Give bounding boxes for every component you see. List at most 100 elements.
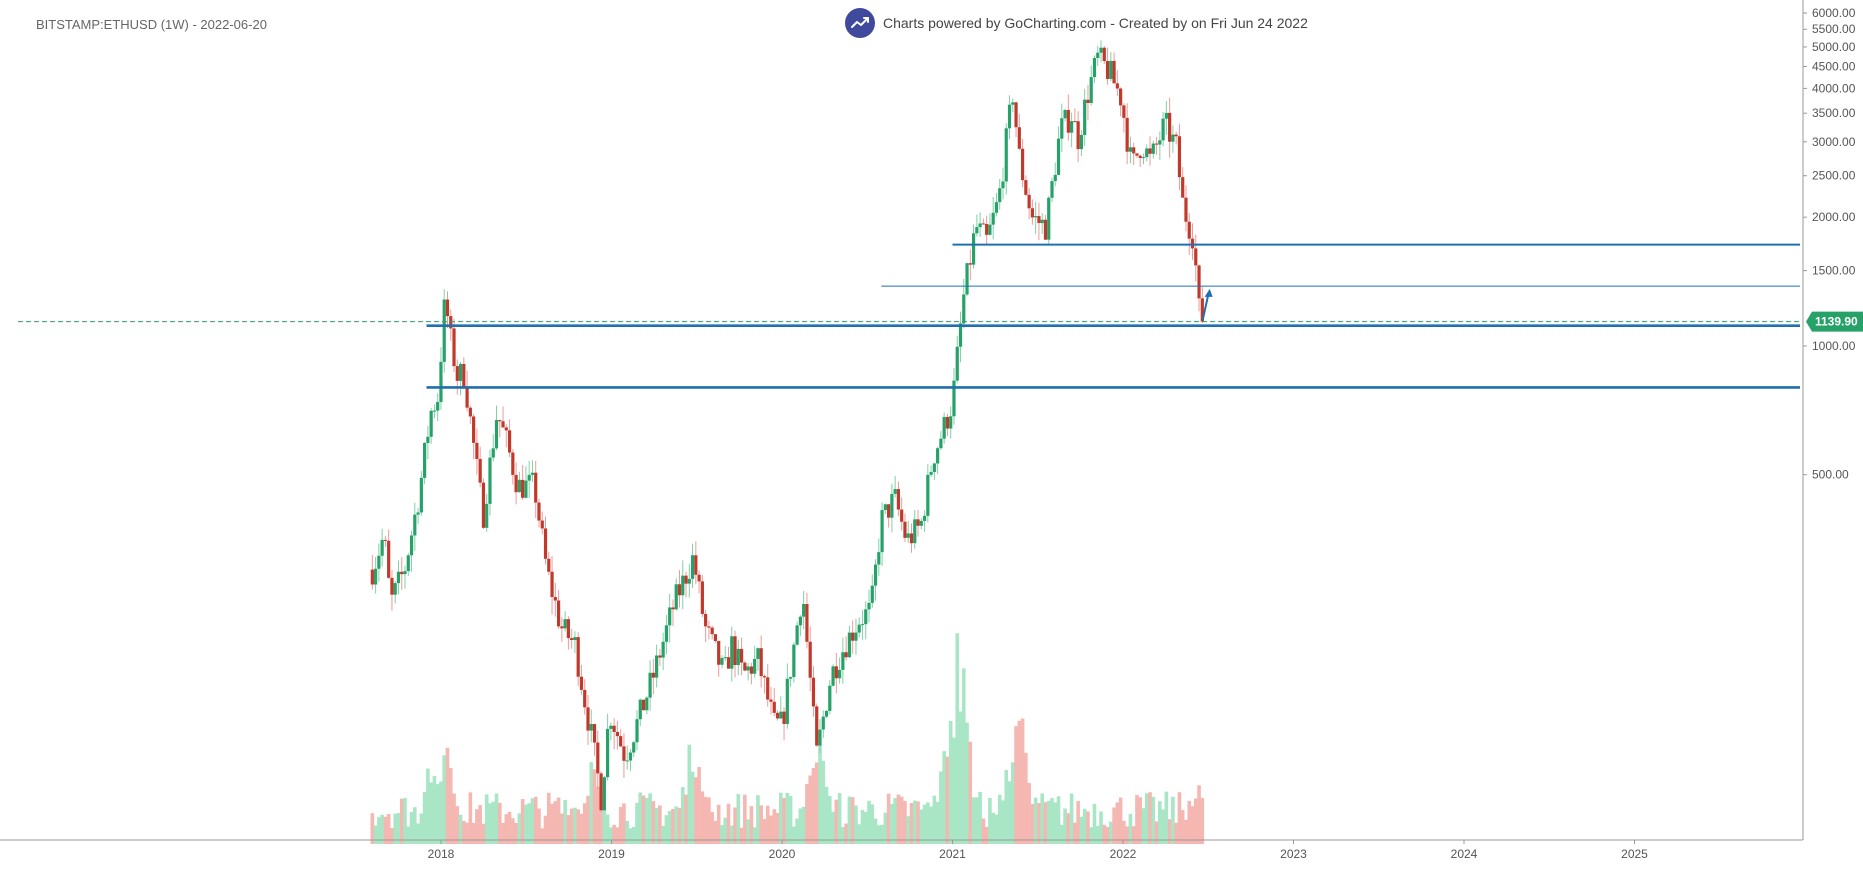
volume-bar: [501, 823, 505, 844]
candle-body: [965, 263, 969, 295]
candle-body: [707, 626, 711, 628]
volume-bar: [612, 824, 616, 844]
volume-bar: [432, 775, 437, 844]
volume-bar: [749, 806, 754, 844]
candle: [530, 460, 535, 482]
volume-bar: [1030, 803, 1035, 844]
candle: [782, 707, 786, 741]
candle-body: [416, 512, 420, 515]
volume-bar: [726, 803, 731, 844]
candle-body: [1050, 181, 1054, 198]
volume-bar: [795, 818, 799, 844]
candle-body: [494, 420, 499, 449]
x-tick-label: 2022: [1110, 847, 1137, 861]
candle-body: [530, 472, 535, 475]
volume-bar: [984, 826, 989, 844]
candle-body: [570, 638, 574, 641]
candle-body: [370, 569, 374, 585]
volume-bar: [622, 803, 626, 844]
candle-body: [1109, 60, 1113, 79]
candle-body: [936, 448, 940, 464]
candle-body: [547, 558, 551, 572]
candle: [1030, 199, 1034, 225]
volume-bar: [1076, 801, 1080, 844]
candle: [547, 551, 551, 576]
volume-bar: [680, 787, 685, 844]
candle: [998, 178, 1002, 210]
candle: [393, 581, 397, 604]
candle: [949, 406, 953, 439]
candle-body: [779, 711, 783, 719]
candle-body: [586, 707, 590, 731]
candle: [834, 652, 838, 694]
trend-up-icon[interactable]: [845, 8, 875, 38]
candle-body: [1135, 153, 1139, 156]
candle: [1070, 112, 1074, 148]
candle: [1184, 185, 1188, 232]
candle: [638, 698, 642, 727]
attribution-bar: Charts powered by GoCharting.com - Creat…: [845, 8, 1308, 38]
candle-body: [478, 458, 482, 483]
volume-bar: [1174, 822, 1178, 844]
candle-body: [896, 489, 901, 510]
candle-body: [651, 672, 655, 678]
candle-body: [681, 575, 685, 596]
candle: [828, 680, 832, 715]
volume-bar: [511, 818, 515, 844]
volume-bar: [426, 768, 430, 844]
candle-body: [834, 666, 838, 679]
volume-bar: [684, 794, 688, 844]
volume-bar: [926, 802, 930, 844]
volume-bar: [1118, 797, 1123, 844]
candle: [723, 645, 727, 662]
volume-bar: [671, 808, 675, 844]
candle-body: [949, 416, 953, 429]
candle-body: [1168, 112, 1172, 142]
volume-bar: [997, 794, 1002, 844]
candle: [971, 224, 976, 269]
volume-bar: [524, 804, 528, 844]
volume-bar: [975, 797, 979, 844]
candle: [387, 529, 391, 579]
candle-body: [1158, 140, 1162, 145]
candle: [1050, 177, 1054, 203]
volume-bar: [579, 813, 584, 844]
candle: [481, 478, 486, 530]
candle-body: [772, 701, 776, 713]
candle-body: [1122, 105, 1126, 118]
candle: [1145, 144, 1149, 162]
candle: [409, 530, 414, 572]
candle: [406, 552, 410, 577]
candle-body: [802, 604, 806, 617]
candle: [1056, 126, 1061, 176]
candle-body: [1164, 112, 1168, 119]
candle: [1060, 103, 1064, 152]
candle-body: [648, 672, 652, 698]
volume-bar: [952, 737, 956, 844]
volume-bar: [981, 818, 986, 844]
candle-body: [409, 535, 414, 556]
candle-body: [641, 699, 646, 711]
candle: [900, 497, 904, 531]
volume-bar: [818, 745, 822, 844]
candle-body: [1112, 60, 1116, 84]
candle-body: [922, 515, 927, 521]
candle-body: [720, 658, 724, 665]
volume-bar: [700, 791, 705, 844]
volume-bar: [916, 801, 920, 844]
volume-bar: [439, 781, 443, 844]
volume-bar: [527, 803, 531, 844]
attribution-text[interactable]: Charts powered by GoCharting.com - Creat…: [883, 15, 1308, 31]
volume-bar: [978, 791, 982, 844]
volume-bar: [1115, 802, 1120, 844]
volume-bar: [762, 819, 767, 844]
candle: [1053, 162, 1057, 187]
candle: [628, 749, 633, 771]
candle-body: [383, 539, 388, 541]
volume-bar: [867, 800, 871, 844]
candle: [491, 434, 495, 462]
candle: [1043, 215, 1048, 241]
candle-body: [739, 648, 744, 663]
candle-body: [468, 407, 472, 417]
